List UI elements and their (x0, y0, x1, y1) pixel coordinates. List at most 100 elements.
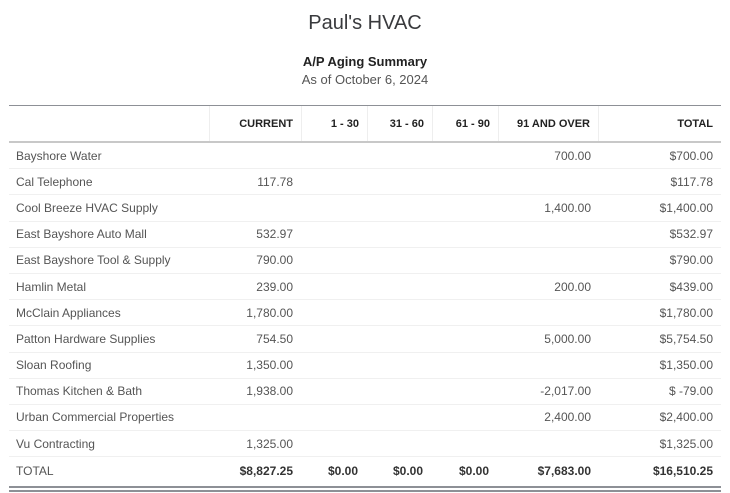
cell-total: $117.78 (670, 174, 714, 189)
cell-1-30 (301, 274, 358, 299)
cell-1-30 (301, 353, 358, 378)
cell-vendor: Vu Contracting (16, 436, 95, 451)
cell-31-60 (367, 222, 423, 247)
cell-total: $700.00 (669, 148, 713, 163)
cell-current: 117.78 (257, 174, 293, 189)
table-row: Hamlin Metal 239.00 200.00 $439.00 (9, 274, 721, 301)
report-title: A/P Aging Summary (302, 54, 428, 69)
cell-91-and-over: 200.00 (554, 279, 591, 294)
cell-1-30 (301, 195, 358, 220)
table-row: Vu Contracting 1,325.00 $1,325.00 (9, 431, 721, 458)
cell-total: $ -79.00 (668, 384, 713, 399)
cell-vendor: Cal Telephone (16, 174, 93, 189)
cell-91-and-over: $7,683.00 (537, 463, 591, 478)
cell-31-60 (367, 326, 423, 351)
cell-total: $1,350.00 (659, 358, 713, 373)
report-date: As of October 6, 2024 (301, 72, 429, 87)
cell-91-and-over: 1,400.00 (544, 200, 591, 215)
cell-61-90: $0.00 (458, 463, 489, 478)
table-row: Patton Hardware Supplies 754.50 5,000.00 $5… (9, 326, 721, 353)
cell-31-60 (367, 195, 423, 220)
table-row: Cool Breeze HVAC Supply 1,400.00 $1,400.00 (9, 195, 721, 222)
cell-31-60 (367, 405, 423, 430)
cell-vendor: Sloan Roofing (16, 358, 92, 373)
aging-table: CURRENT 1 - 30 31 - 60 61 - 90 91 AND OVER TO… (9, 105, 721, 493)
cell-current: $8,827.25 (239, 463, 293, 478)
table-row: Thomas Kitchen & Bath 1,938.00 -2,017.00 $ … (9, 379, 721, 405)
cell-61-90 (432, 431, 489, 456)
cell-1-30 (301, 379, 358, 404)
column-header-61-90[interactable]: 61 - 90 (432, 106, 498, 141)
cell-vendor: McClain Appliances (16, 305, 121, 320)
cell-vendor: East Bayshore Auto Mall (16, 227, 147, 242)
cell-1-30 (301, 326, 358, 351)
cell-91-and-over (498, 431, 591, 456)
column-header-1-30[interactable]: 1 - 30 (301, 106, 367, 141)
cell-current: 1,938.00 (246, 384, 293, 399)
cell-total: $2,400.00 (659, 410, 713, 425)
cell-1-30 (301, 405, 358, 430)
table-header: CURRENT 1 - 30 31 - 60 61 - 90 91 AND OVER TO… (9, 106, 721, 143)
cell-current: 1,780.00 (246, 305, 293, 320)
cell-vendor: Hamlin Metal (16, 279, 87, 294)
column-header-total[interactable]: TOTAL (598, 106, 721, 141)
cell-1-30 (301, 222, 358, 247)
cell-31-60 (367, 143, 423, 168)
table-row: Bayshore Water 700.00 $700.00 (9, 143, 721, 170)
cell-91-and-over: 5,000.00 (544, 331, 591, 346)
table-row: East Bayshore Auto Mall 532.97 $532.97 (9, 222, 721, 248)
cell-31-60 (367, 300, 423, 325)
column-header-91-and-over[interactable]: 91 AND OVER (498, 106, 598, 141)
cell-vendor: Cool Breeze HVAC Supply (16, 200, 158, 215)
cell-1-30: $0.00 (327, 463, 358, 478)
double-underline (9, 486, 721, 493)
table-row: East Bayshore Tool & Supply 790.00 $790.00 (9, 248, 721, 274)
table-row: Cal Telephone 117.78 $117.78 (9, 169, 721, 196)
cell-61-90 (432, 195, 489, 220)
cell-61-90 (432, 326, 489, 351)
cell-total: $5,754.50 (659, 331, 713, 346)
cell-61-90 (432, 353, 489, 378)
cell-vendor: Patton Hardware Supplies (16, 331, 156, 346)
cell-1-30 (301, 248, 358, 273)
total-row: TOTAL $8,827.25 $0.00 $0.00 $0.00 $7,683.00 $1… (9, 457, 721, 484)
cell-vendor: Bayshore Water (16, 148, 102, 163)
cell-61-90 (432, 248, 489, 273)
table-row: Urban Commercial Properties 2,400.00 $2,40… (9, 405, 721, 432)
cell-61-90 (432, 274, 489, 299)
cell-vendor: Urban Commercial Properties (16, 410, 175, 425)
cell-31-60 (367, 431, 423, 456)
cell-vendor: East Bayshore Tool & Supply (16, 253, 171, 268)
cell-31-60 (367, 274, 423, 299)
cell-total: $532.97 (669, 227, 713, 242)
cell-91-and-over (498, 353, 591, 378)
cell-91-and-over (498, 169, 591, 194)
cell-91-and-over (498, 300, 591, 325)
cell-current: 754.50 (256, 331, 293, 346)
cell-91-and-over: -2,017.00 (540, 384, 591, 399)
cell-vendor: Thomas Kitchen & Bath (16, 384, 143, 399)
cell-1-30 (301, 143, 358, 168)
column-header-current[interactable]: CURRENT (209, 106, 301, 141)
company-name: Paul's HVAC (308, 12, 422, 34)
column-header-31-60[interactable]: 31 - 60 (367, 106, 432, 141)
cell-61-90 (432, 222, 489, 247)
cell-1-30 (301, 431, 358, 456)
cell-91-and-over: 700.00 (554, 148, 591, 163)
cell-31-60 (367, 169, 423, 194)
cell-91-and-over (498, 222, 591, 247)
cell-current (209, 405, 293, 430)
cell-total: $439.00 (669, 279, 713, 294)
cell-current: 1,350.00 (246, 358, 293, 373)
cell-current: 790.00 (256, 253, 293, 268)
cell-current (209, 143, 293, 168)
cell-total: $1,325.00 (659, 436, 713, 451)
cell-1-30 (301, 169, 358, 194)
cell-total: $790.00 (669, 253, 713, 268)
table-row: Sloan Roofing 1,350.00 $1,350.00 (9, 353, 721, 379)
cell-total: $1,400.00 (659, 200, 713, 215)
cell-vendor: TOTAL (16, 463, 54, 478)
cell-31-60: $0.00 (392, 463, 423, 478)
cell-current: 532.97 (256, 227, 293, 242)
cell-61-90 (432, 379, 489, 404)
